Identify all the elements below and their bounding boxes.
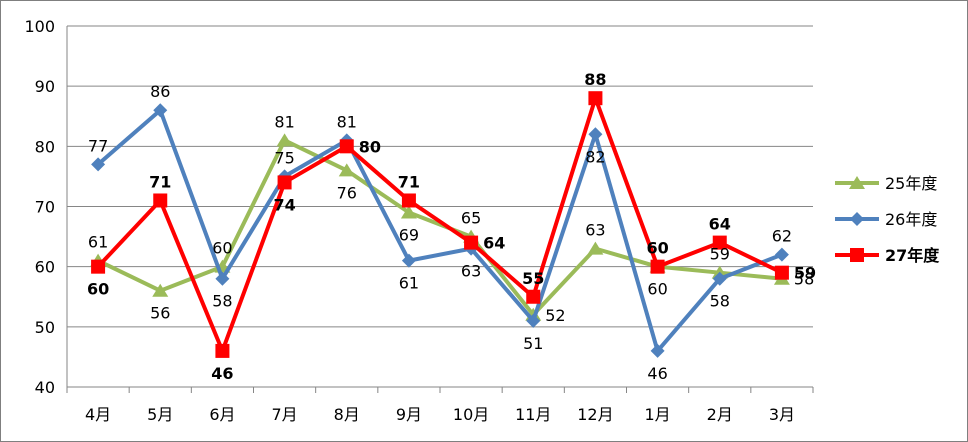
data-label: 74: [273, 195, 295, 214]
x-tick-label: 10月: [453, 405, 489, 424]
data-point: [91, 259, 106, 274]
data-point: [153, 103, 168, 118]
data-label: 51: [523, 334, 543, 353]
data-point: [401, 193, 416, 208]
data-point: [650, 259, 665, 274]
x-tick-label: 11月: [515, 405, 551, 424]
legend: 25年度 26年度 27年度: [835, 174, 940, 265]
data-point: [152, 283, 169, 297]
data-label: 55: [522, 269, 544, 288]
legend-label: 27年度: [885, 246, 940, 265]
data-label: 61: [399, 274, 419, 293]
x-tick-label: 3月: [769, 405, 795, 424]
data-label: 81: [337, 112, 357, 131]
legend-marker: [850, 212, 864, 226]
data-label: 77: [88, 136, 108, 155]
series-line: [97, 138, 783, 317]
data-label: 81: [274, 112, 294, 131]
data-point: [526, 313, 541, 328]
data-label: 46: [647, 364, 667, 383]
x-tick-label: 1月: [644, 405, 670, 424]
data-point: [712, 235, 727, 250]
legend-marker: [849, 176, 865, 189]
data-label: 88: [584, 70, 606, 89]
data-point: [774, 265, 789, 280]
data-point: [650, 343, 665, 358]
y-tick-label: 90: [35, 77, 55, 96]
y-tick-label: 100: [24, 17, 55, 36]
data-point: [153, 193, 168, 208]
data-point: [215, 343, 230, 358]
data-point: [339, 139, 354, 154]
data-label: 60: [646, 239, 668, 258]
data-label: 62: [772, 227, 792, 246]
data-label: 71: [398, 172, 420, 191]
data-point: [464, 235, 479, 250]
y-tick-label: 70: [35, 198, 55, 217]
x-tick-label: 12月: [577, 405, 613, 424]
x-tick-label: 8月: [334, 405, 360, 424]
x-tick-label: 9月: [396, 405, 422, 424]
data-label: 69: [399, 226, 419, 245]
x-tick-label: 7月: [271, 405, 297, 424]
data-label: 71: [149, 172, 171, 191]
data-point: [338, 163, 355, 177]
data-point: [588, 91, 603, 106]
data-label: 75: [274, 148, 294, 167]
legend-label: 26年度: [885, 210, 937, 229]
data-label: 76: [337, 183, 357, 202]
series-2: [91, 103, 789, 358]
data-label: 60: [87, 280, 109, 299]
data-label: 86: [150, 82, 170, 101]
series-line: [96, 108, 783, 353]
data-label: 59: [794, 264, 816, 283]
data-label: 58: [794, 270, 814, 289]
data-label: 64: [709, 215, 731, 234]
y-tick-label: 60: [35, 258, 55, 277]
data-label: 65: [461, 209, 481, 228]
data-point: [401, 253, 416, 268]
data-label: 64: [483, 234, 505, 253]
data-point: [215, 271, 230, 286]
data-label: 60: [647, 280, 667, 299]
data-label: 59: [710, 245, 730, 264]
y-tick-label: 50: [35, 318, 55, 337]
data-label: 61: [88, 233, 108, 252]
x-tick-label: 2月: [707, 405, 733, 424]
series-line: [96, 96, 783, 353]
series-1: [90, 133, 790, 321]
data-point: [277, 175, 292, 190]
data-label: 56: [150, 304, 170, 323]
data-point: [587, 241, 604, 255]
data-point: [588, 127, 603, 142]
data-label: 82: [585, 147, 605, 166]
data-point: [712, 271, 727, 286]
data-point: [526, 289, 541, 304]
x-tick-label: 5月: [147, 405, 173, 424]
x-tick-label: 6月: [209, 405, 235, 424]
data-point: [91, 157, 106, 172]
data-label: 46: [211, 364, 233, 383]
data-label: 60: [212, 239, 232, 258]
data-label: 52: [545, 306, 565, 325]
data-label: 63: [461, 262, 481, 281]
data-label: 58: [710, 292, 730, 311]
legend-marker: [850, 248, 864, 262]
data-point: [774, 247, 789, 262]
y-tick-label: 80: [35, 137, 55, 156]
y-tick-label: 40: [35, 378, 55, 397]
x-tick-label: 4月: [85, 405, 111, 424]
series-3: [91, 91, 789, 358]
data-label: 63: [585, 221, 605, 240]
legend-label: 25年度: [885, 174, 937, 193]
data-point: [400, 205, 417, 219]
data-point: [276, 133, 293, 147]
data-label: 80: [359, 137, 381, 156]
data-label: 58: [212, 292, 232, 311]
